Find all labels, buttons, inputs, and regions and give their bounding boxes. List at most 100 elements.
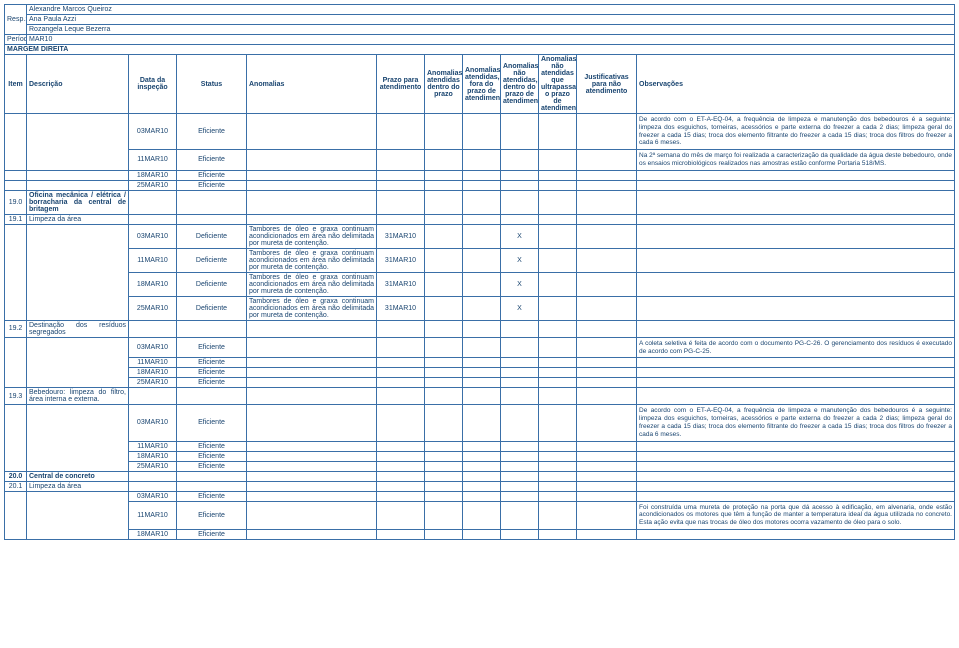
col-a2: Anomalias atendidas, fora do prazo de at…: [463, 55, 501, 114]
anom-tambores: Tambores de óleo e graxa continuam acond…: [247, 224, 377, 248]
cell: [129, 471, 177, 481]
report-table: Resp.: Alexandre Marcos Queiroz Ana Paul…: [4, 4, 955, 540]
cell: [501, 451, 539, 461]
cell: [463, 180, 501, 190]
cell: [463, 248, 501, 272]
resp-name-0: Alexandre Marcos Queiroz: [27, 5, 955, 15]
col-a4: Anomalias não atendidas que ultrapassam …: [539, 55, 577, 114]
cell: [539, 451, 577, 461]
cell: [247, 501, 377, 529]
cell-date: 18MAR10: [129, 368, 177, 378]
cell: [539, 481, 577, 491]
cell-status: Eficiente: [177, 358, 247, 368]
cell-date: 03MAR10: [129, 224, 177, 248]
cell: [425, 378, 463, 388]
cell: [425, 388, 463, 405]
cell: [425, 272, 463, 296]
cell-date: 18MAR10: [129, 170, 177, 180]
cell-date: 03MAR10: [129, 114, 177, 150]
cell: [425, 296, 463, 320]
cell-date: 11MAR10: [129, 150, 177, 171]
cell: [539, 491, 577, 501]
cell: [247, 170, 377, 180]
cell: [377, 405, 425, 441]
anom-tambores: Tambores de óleo e graxa continuam acond…: [247, 296, 377, 320]
cell: [425, 114, 463, 150]
resp-label: Resp.:: [5, 5, 27, 35]
cell: [5, 405, 27, 471]
cell: [501, 388, 539, 405]
cell: [129, 214, 177, 224]
cell: [501, 529, 539, 539]
cell: [247, 481, 377, 491]
obs-bebedouro: De acordo com o ET-A-EQ-04, a frequência…: [637, 114, 955, 150]
cell-status: Eficiente: [177, 368, 247, 378]
cell: [425, 358, 463, 368]
cell: [637, 441, 955, 451]
cell: [247, 358, 377, 368]
cell: [377, 358, 425, 368]
cell: [425, 320, 463, 337]
cell: [463, 190, 501, 214]
desc-190: Oficina mecânica / elétrica / borrachari…: [27, 190, 129, 214]
cell: [463, 451, 501, 461]
cell: [463, 272, 501, 296]
cell: [539, 388, 577, 405]
cell: [425, 224, 463, 248]
cell: [463, 320, 501, 337]
cell: [501, 481, 539, 491]
cell: [501, 170, 539, 180]
cell: [27, 405, 129, 471]
cell: [539, 190, 577, 214]
cell: [539, 501, 577, 529]
cell: [247, 451, 377, 461]
cell: [377, 320, 425, 337]
cell: [577, 368, 637, 378]
cell-x: X: [501, 272, 539, 296]
cell: [637, 358, 955, 368]
cell: [539, 214, 577, 224]
cell-prazo: 31MAR10: [377, 296, 425, 320]
cell-prazo: 31MAR10: [377, 248, 425, 272]
cell: [27, 180, 129, 190]
cell: [539, 296, 577, 320]
cell: [247, 441, 377, 451]
col-status: Status: [177, 55, 247, 114]
cell: [463, 150, 501, 171]
cell: [463, 405, 501, 441]
item-201: 20.1: [5, 481, 27, 491]
cell: [501, 471, 539, 481]
cell: [247, 378, 377, 388]
cell: [425, 405, 463, 441]
cell: [637, 529, 955, 539]
cell-status: Eficiente: [177, 405, 247, 441]
cell-date: 03MAR10: [129, 405, 177, 441]
cell-date: 25MAR10: [129, 180, 177, 190]
cell: [425, 150, 463, 171]
cell: [637, 461, 955, 471]
desc-191: Limpeza da área: [27, 214, 129, 224]
resp-name-1: Ana Paula Azzi: [27, 15, 955, 25]
cell: [463, 529, 501, 539]
cell: [539, 441, 577, 451]
cell-date: 11MAR10: [129, 441, 177, 451]
cell: [539, 378, 577, 388]
cell: [247, 150, 377, 171]
cell: [377, 491, 425, 501]
cell: [539, 368, 577, 378]
cell-status: Eficiente: [177, 461, 247, 471]
cell-status: Eficiente: [177, 501, 247, 529]
cell: [577, 337, 637, 358]
cell-status: Eficiente: [177, 529, 247, 539]
cell: [129, 320, 177, 337]
cell: [463, 441, 501, 451]
cell: [177, 214, 247, 224]
cell: [501, 358, 539, 368]
cell-date: 25MAR10: [129, 378, 177, 388]
cell-status: Eficiente: [177, 441, 247, 451]
cell-status: Deficiente: [177, 224, 247, 248]
col-date: Data da inspeção: [129, 55, 177, 114]
cell: [425, 481, 463, 491]
cell: [637, 272, 955, 296]
cell: [501, 180, 539, 190]
